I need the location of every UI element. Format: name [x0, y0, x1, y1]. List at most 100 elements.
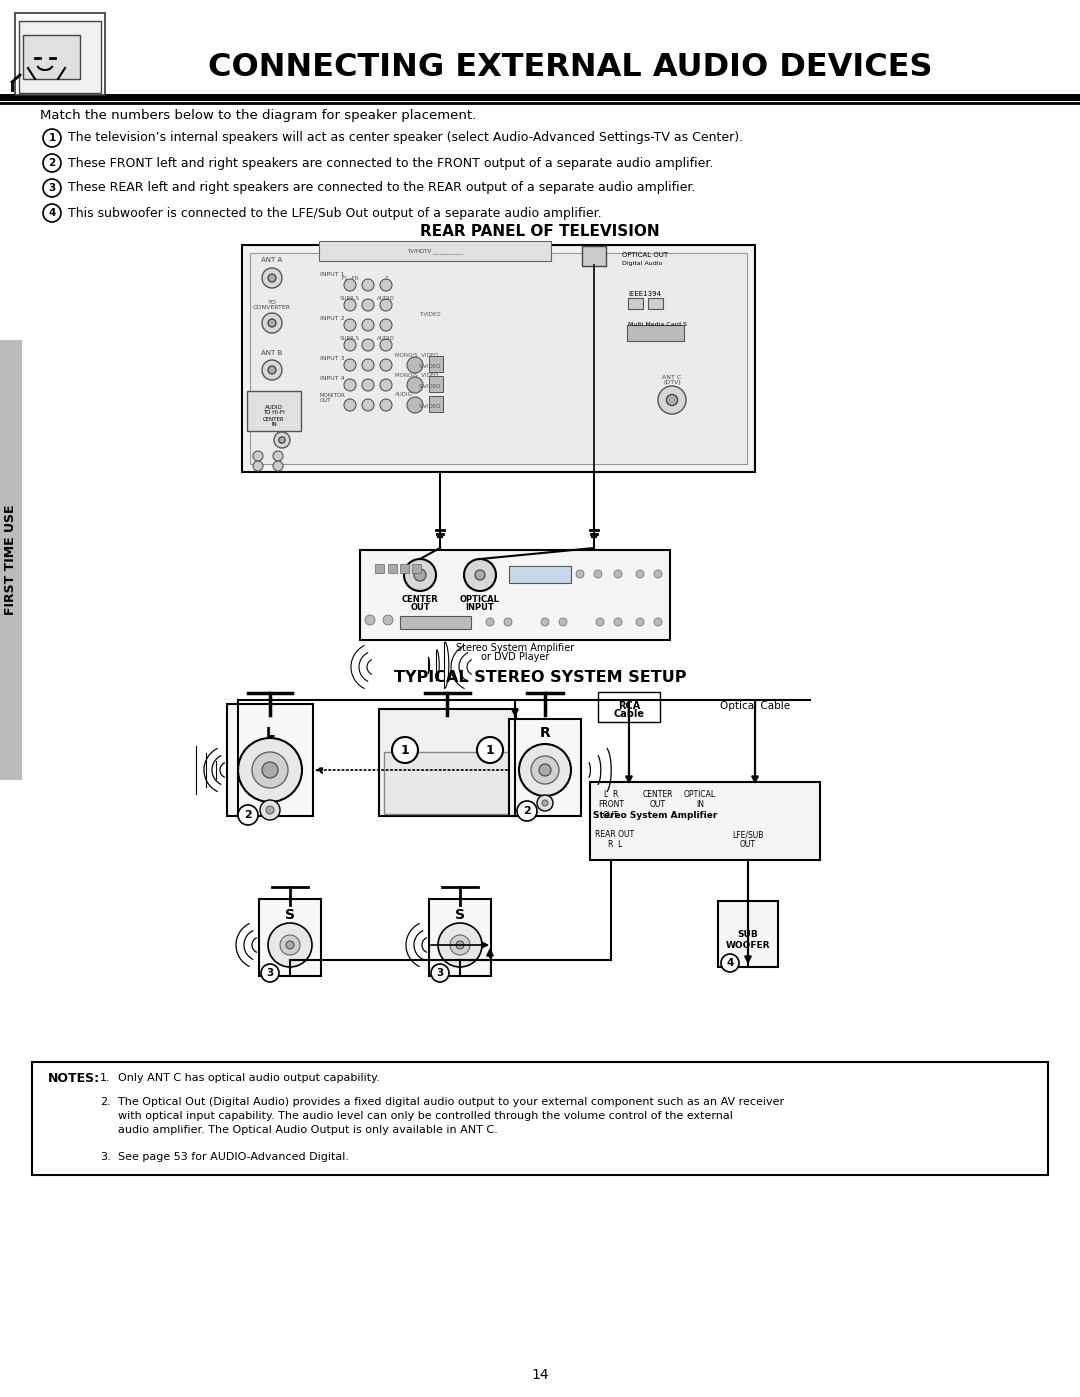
Circle shape: [407, 397, 423, 414]
Text: L: L: [266, 726, 274, 740]
Circle shape: [658, 386, 686, 414]
Text: AUDIO: AUDIO: [377, 335, 395, 341]
FancyBboxPatch shape: [23, 35, 80, 80]
Circle shape: [450, 935, 470, 956]
Text: IEEE1394: IEEE1394: [627, 291, 661, 298]
FancyBboxPatch shape: [375, 563, 383, 573]
Text: Stereo System Amplifier: Stereo System Amplifier: [456, 643, 575, 652]
Circle shape: [345, 339, 356, 351]
Circle shape: [260, 800, 280, 820]
Circle shape: [559, 617, 567, 626]
Circle shape: [404, 559, 436, 591]
FancyBboxPatch shape: [590, 782, 820, 861]
FancyBboxPatch shape: [15, 13, 105, 95]
Text: These FRONT left and right speakers are connected to the FRONT output of a separ: These FRONT left and right speakers are …: [68, 156, 714, 169]
Text: MONO/S  VIDEO: MONO/S VIDEO: [395, 373, 438, 377]
Text: 2.: 2.: [100, 1097, 111, 1106]
Circle shape: [274, 432, 291, 448]
Circle shape: [43, 179, 60, 197]
Circle shape: [345, 379, 356, 391]
Text: Match the numbers below to the diagram for speaker placement.: Match the numbers below to the diagram f…: [40, 109, 476, 123]
FancyBboxPatch shape: [429, 395, 443, 412]
Text: AUDIO: AUDIO: [377, 296, 395, 300]
Circle shape: [345, 279, 356, 291]
FancyBboxPatch shape: [582, 246, 606, 265]
Circle shape: [262, 313, 282, 332]
Text: S: S: [285, 908, 295, 922]
Text: OUT: OUT: [410, 602, 430, 612]
Circle shape: [615, 570, 622, 578]
Circle shape: [594, 570, 602, 578]
Text: 3: 3: [49, 183, 56, 193]
FancyBboxPatch shape: [227, 704, 313, 816]
Text: RCA: RCA: [618, 701, 640, 711]
Circle shape: [477, 738, 503, 763]
Text: SURR.S: SURR.S: [340, 335, 360, 341]
FancyBboxPatch shape: [32, 1062, 1048, 1175]
FancyBboxPatch shape: [319, 242, 551, 261]
Text: ANT B: ANT B: [261, 351, 283, 356]
Circle shape: [666, 394, 677, 405]
FancyBboxPatch shape: [429, 900, 491, 977]
Circle shape: [268, 319, 276, 327]
Text: 7: 7: [384, 275, 388, 281]
Text: R: R: [540, 726, 551, 740]
Circle shape: [262, 360, 282, 380]
Text: CENTER: CENTER: [402, 595, 438, 605]
Circle shape: [636, 617, 644, 626]
Circle shape: [407, 377, 423, 393]
Text: with optical input capability. The audio level can only be controlled through th: with optical input capability. The audio…: [118, 1111, 733, 1120]
Text: 2: 2: [523, 806, 531, 816]
Text: CENTER
IN: CENTER IN: [264, 416, 285, 427]
Circle shape: [286, 942, 294, 949]
Circle shape: [273, 451, 283, 461]
Text: S-VIDEO: S-VIDEO: [419, 384, 442, 390]
FancyBboxPatch shape: [411, 563, 420, 573]
Text: 4: 4: [727, 958, 733, 968]
Circle shape: [531, 756, 559, 784]
Circle shape: [414, 569, 426, 581]
Text: AUDIO: AUDIO: [395, 393, 413, 398]
Circle shape: [542, 800, 548, 806]
Text: 3: 3: [436, 968, 444, 978]
Circle shape: [43, 204, 60, 222]
Circle shape: [279, 437, 285, 443]
Circle shape: [362, 359, 374, 372]
Circle shape: [537, 795, 553, 812]
FancyBboxPatch shape: [388, 563, 396, 573]
Circle shape: [383, 615, 393, 624]
FancyBboxPatch shape: [249, 253, 747, 464]
Text: 3: 3: [267, 968, 273, 978]
Text: CENTER
OUT: CENTER OUT: [643, 789, 673, 809]
Text: Optical Cable: Optical Cable: [720, 701, 791, 711]
FancyBboxPatch shape: [360, 550, 670, 640]
Circle shape: [362, 279, 374, 291]
Text: T-VIDEO: T-VIDEO: [419, 313, 441, 317]
Circle shape: [380, 400, 392, 411]
Text: 1: 1: [401, 743, 409, 757]
FancyBboxPatch shape: [627, 298, 643, 309]
Text: Cable: Cable: [613, 710, 645, 719]
Text: 14: 14: [531, 1368, 549, 1382]
Circle shape: [268, 923, 312, 967]
FancyBboxPatch shape: [247, 391, 301, 432]
Circle shape: [380, 299, 392, 312]
Circle shape: [262, 761, 278, 778]
Text: TYPICAL STEREO SYSTEM SETUP: TYPICAL STEREO SYSTEM SETUP: [394, 671, 686, 686]
FancyBboxPatch shape: [259, 900, 321, 977]
Text: INPUT 1: INPUT 1: [320, 272, 345, 278]
Text: OPTICAL OUT: OPTICAL OUT: [622, 251, 669, 258]
FancyBboxPatch shape: [598, 692, 660, 722]
Text: L  R
FRONT
OUT: L R FRONT OUT: [598, 789, 624, 820]
Circle shape: [238, 805, 258, 826]
Text: 2: 2: [49, 158, 56, 168]
Circle shape: [273, 461, 283, 471]
Circle shape: [380, 359, 392, 372]
Text: CONNECTING EXTERNAL AUDIO DEVICES: CONNECTING EXTERNAL AUDIO DEVICES: [207, 53, 932, 84]
Circle shape: [362, 299, 374, 312]
Circle shape: [43, 154, 60, 172]
Circle shape: [362, 339, 374, 351]
FancyBboxPatch shape: [379, 710, 516, 816]
Circle shape: [345, 359, 356, 372]
Text: 2: 2: [244, 810, 252, 820]
